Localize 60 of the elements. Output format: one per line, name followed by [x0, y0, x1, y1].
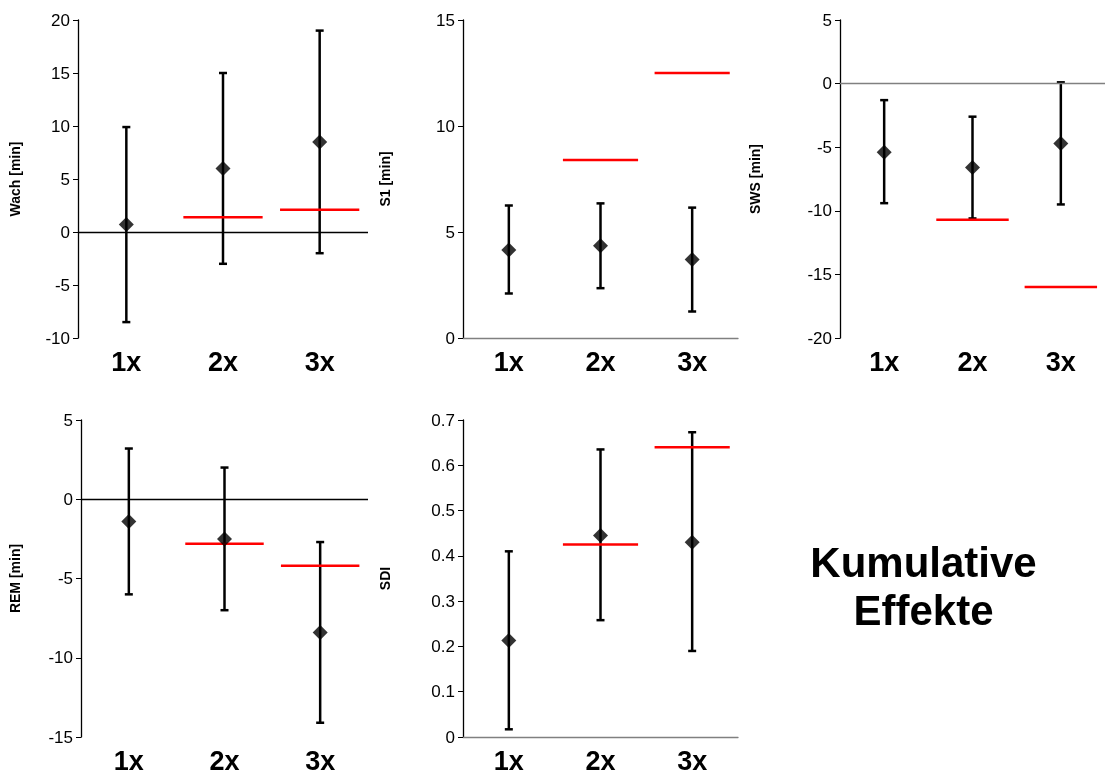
y-axis-title: S1 [min] — [377, 151, 393, 207]
y-tick-label: 0.2 — [431, 636, 455, 656]
y-tick-label: 15 — [51, 63, 70, 83]
text: Kumulative Effekte — [809, 538, 1038, 636]
y-tick-label: -15 — [48, 727, 73, 747]
x-tick-label: 3x — [304, 346, 335, 377]
y-axis-title: REM [min] — [7, 543, 23, 614]
x-tick-label: 2x — [209, 745, 240, 774]
x-tick-label: 1x — [493, 346, 524, 377]
y-tick-label: -5 — [816, 137, 832, 157]
y-tick-label: -20 — [807, 328, 832, 348]
y-tick-label: -10 — [48, 648, 73, 668]
y-tick-label: 5 — [60, 169, 70, 189]
y-tick-label: 0.3 — [431, 591, 455, 611]
y-axis-title: SWS [min] — [747, 144, 763, 214]
y-tick-label: 0 — [63, 489, 73, 509]
x-tick-label: 1x — [869, 346, 900, 377]
point — [501, 633, 517, 649]
y-axis-title: SDI — [377, 566, 393, 591]
x-tick-label: 3x — [677, 745, 708, 774]
x-tick-label: 3x — [1045, 346, 1076, 377]
x-tick-label: 2x — [957, 346, 988, 377]
y-tick-label: 0.5 — [431, 501, 455, 521]
point — [217, 531, 232, 547]
y-tick-label: 0 — [445, 727, 455, 747]
x-tick-label: 3x — [305, 745, 336, 774]
y-tick-label: 5 — [445, 222, 455, 242]
point — [215, 160, 231, 176]
y-tick-label: -10 — [45, 328, 70, 348]
x-tick-label: 2x — [585, 745, 616, 774]
point — [593, 527, 608, 543]
x-tick-label: 1x — [113, 745, 144, 774]
point — [312, 624, 328, 640]
y-tick-label: 15 — [436, 10, 455, 30]
y-tick-label: -15 — [807, 264, 832, 284]
y-tick-label: 0 — [60, 222, 70, 242]
y-tick-label: 10 — [51, 116, 70, 136]
y-tick-label: 0.1 — [431, 682, 455, 702]
y-tick-label: 0.7 — [431, 410, 455, 430]
y-tick-label: -10 — [807, 201, 832, 221]
y-tick-label: 20 — [51, 10, 70, 30]
y-tick-label: 0.4 — [431, 546, 455, 566]
y-tick-label: 0 — [445, 328, 455, 348]
y-tick-label: 10 — [436, 116, 455, 136]
y-tick-label: 0.6 — [431, 455, 455, 475]
x-tick-label: 1x — [493, 745, 524, 774]
y-tick-label: 0 — [822, 74, 832, 94]
x-tick-label: 1x — [111, 346, 142, 377]
y-tick-label: 5 — [822, 10, 832, 30]
y-axis-title: Wach [min] — [7, 141, 23, 217]
x-tick-label: 2x — [585, 346, 616, 377]
point — [684, 534, 700, 550]
x-tick-label: 3x — [677, 346, 708, 377]
y-tick-label: -5 — [57, 569, 73, 588]
y-tick-label: -5 — [54, 275, 70, 295]
x-tick-label: 2x — [207, 346, 239, 377]
point — [118, 217, 134, 233]
point — [121, 513, 137, 529]
y-tick-label: 5 — [63, 410, 73, 430]
point — [312, 134, 328, 150]
